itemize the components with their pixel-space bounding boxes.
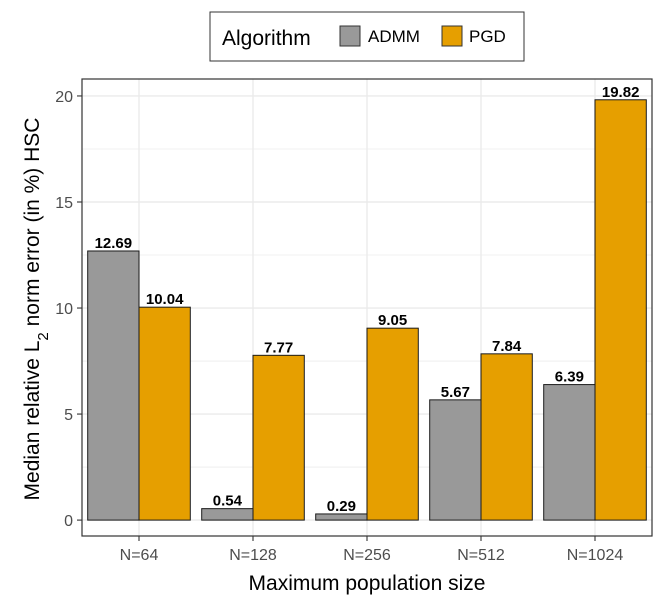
data-label-admm: 6.39 (555, 369, 584, 386)
data-label-pgd: 9.05 (378, 312, 407, 329)
x-tick-label: N=64 (120, 547, 159, 564)
bars (87, 99, 647, 521)
data-labels: 12.69 10.04 0.54 7.77 0.29 9.05 5.67 7.84 6.39 19… (95, 84, 640, 515)
bar-admm (543, 384, 596, 521)
y-axis-title: Median relative L2 norm error (in %) HSC (21, 118, 52, 501)
y-tick-label: 0 (64, 513, 73, 530)
data-label-admm: 0.29 (327, 498, 356, 515)
legend: Algorithm ADMM PGD (209, 11, 525, 62)
legend-key-admm (339, 25, 361, 47)
bar-admm (87, 250, 140, 521)
y-tick-label: 10 (55, 301, 73, 318)
data-label-admm: 0.54 (213, 493, 243, 510)
legend-label-pgd: PGD (469, 27, 506, 46)
x-axis-title: Maximum population size (249, 572, 486, 595)
bar-pgd (252, 354, 305, 521)
bar-admm (429, 399, 482, 521)
legend-label-admm: ADMM (368, 27, 420, 46)
bar-pgd (138, 306, 191, 521)
legend-key-pgd (441, 25, 463, 47)
data-label-pgd: 7.84 (492, 338, 522, 355)
y-tick-label: 15 (55, 195, 73, 212)
legend-box (209, 11, 525, 62)
y-axis-title-rest: norm error (in %) HSC (21, 118, 44, 333)
x-tick-label: N=128 (229, 547, 277, 564)
bar-pgd (594, 99, 647, 521)
data-label-pgd: 19.82 (602, 84, 640, 101)
y-tick-label: 20 (55, 89, 73, 106)
x-tick-label: N=512 (457, 547, 505, 564)
bar-pgd (480, 353, 533, 521)
x-tick-label: N=256 (343, 547, 391, 564)
bar-admm (201, 508, 254, 521)
x-tick-label: N=1024 (567, 547, 624, 564)
data-label-pgd: 7.77 (264, 339, 293, 356)
data-label-admm: 12.69 (95, 235, 133, 252)
bar-pgd (366, 327, 419, 521)
y-axis: 0 5 10 15 20 (55, 89, 82, 530)
y-axis-title-main: Median relative L (21, 341, 44, 501)
y-axis-title-subscript: 2 (35, 332, 52, 340)
x-axis: N=64 N=128 N=256 N=512 N=1024 (120, 536, 624, 564)
legend-title: Algorithm (222, 27, 311, 50)
data-label-pgd: 10.04 (146, 291, 184, 308)
data-label-admm: 5.67 (441, 384, 470, 401)
y-tick-label: 5 (64, 407, 73, 424)
